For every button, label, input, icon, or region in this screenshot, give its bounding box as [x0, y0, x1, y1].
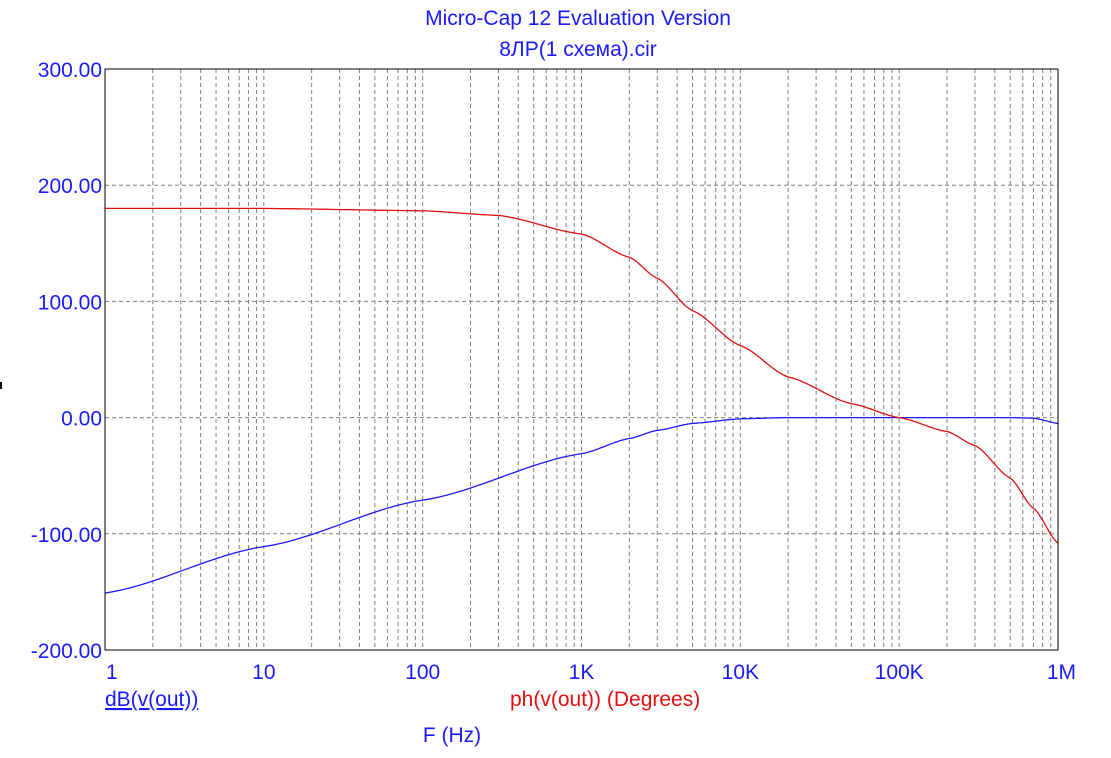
y-tick-label: -100.00	[31, 524, 102, 547]
plot-frame	[104, 68, 1059, 651]
y-tick-label: -200.00	[31, 640, 102, 663]
minor-grid	[152, 69, 1052, 650]
legend-phase: ph(v(out)) (Degrees)	[510, 688, 700, 711]
chart-subtitle: 8ЛР(1 схема).cir	[499, 38, 657, 61]
x-tick-label: 100K	[875, 661, 924, 684]
series-lines	[104, 207, 1059, 594]
y-tick-labels: 300.00 200.00 100.00 0.00 -100.00 -200.00	[31, 59, 102, 663]
x-tick-label: 10	[252, 661, 275, 684]
x-axis-label: F (Hz)	[423, 724, 481, 747]
magnitude-curve	[104, 416, 1059, 594]
x-tick-label: 10K	[722, 661, 759, 684]
legend-magnitude[interactable]: dB(v(out))	[105, 688, 198, 711]
x-tick-labels: 1 10 100 1K 10K 100K 1M	[106, 661, 1076, 684]
x-tick-label: 100	[405, 661, 440, 684]
phase-curve	[105, 207, 1059, 544]
x-tick-label: 1K	[569, 661, 595, 684]
y-tick-label: 300.00	[38, 59, 102, 82]
chart-title: Micro-Cap 12 Evaluation Version	[425, 7, 731, 30]
x-tick-label: 1M	[1047, 661, 1076, 684]
side-marker	[0, 382, 2, 389]
x-tick-label: 1	[106, 661, 118, 684]
y-tick-label: 0.00	[61, 408, 102, 431]
y-tick-label: 200.00	[38, 175, 102, 198]
y-tick-label: 100.00	[38, 291, 102, 314]
